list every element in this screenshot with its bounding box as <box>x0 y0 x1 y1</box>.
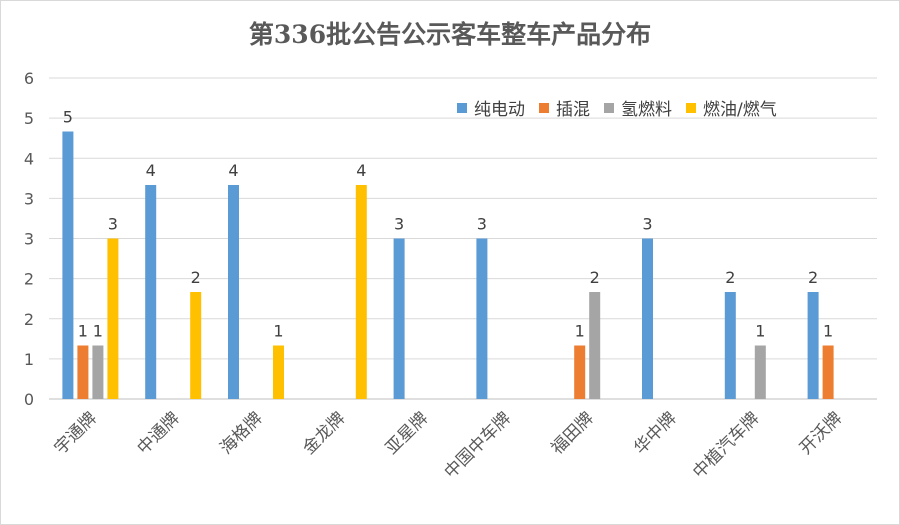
y-tick-label: 5 <box>24 109 34 128</box>
data-label: 2 <box>808 268 818 287</box>
bar <box>476 238 488 399</box>
bar <box>574 345 586 399</box>
legend-swatch <box>604 102 614 113</box>
bar <box>754 345 766 399</box>
y-tick-label: 3 <box>24 189 34 208</box>
x-tick-label: 华中牌 <box>630 408 680 458</box>
x-tick-label: 宇通牌 <box>51 408 101 458</box>
bar <box>145 185 157 399</box>
y-tick-label: 4 <box>24 149 34 168</box>
data-label: 3 <box>108 215 118 234</box>
legend-swatch <box>457 102 467 113</box>
bar <box>92 345 104 399</box>
data-label: 3 <box>394 215 404 234</box>
y-tick-label: 2 <box>24 310 34 329</box>
data-label: 4 <box>146 161 156 180</box>
bar <box>190 292 202 399</box>
legend-item: 纯电动 <box>457 95 525 120</box>
bar <box>589 292 601 399</box>
bar <box>107 238 119 399</box>
y-tick-label: 0 <box>24 390 34 409</box>
chart-title: 第336批公告公示客车整车产品分布 <box>248 20 652 49</box>
legend-swatch <box>539 102 549 113</box>
y-tick-label: 1 <box>24 350 34 369</box>
data-label: 3 <box>642 215 652 234</box>
x-tick-label: 金龙牌 <box>299 408 349 458</box>
y-tick-label: 3 <box>24 230 34 249</box>
bar <box>273 345 284 399</box>
x-tick-label: 中通牌 <box>134 408 184 458</box>
data-label: 4 <box>228 161 238 180</box>
x-tick-label: 开沃牌 <box>796 408 846 458</box>
data-label: 4 <box>356 161 366 180</box>
bar <box>393 238 405 399</box>
bar <box>807 292 819 399</box>
bar <box>62 131 74 399</box>
bar <box>724 292 736 399</box>
x-tick-label: 中国中车牌 <box>441 408 515 482</box>
data-label: 5 <box>63 108 73 127</box>
legend-label: 纯电动 <box>474 100 525 120</box>
legend-label: 氢燃料 <box>621 100 672 120</box>
legend-item: 氢燃料 <box>604 95 672 120</box>
y-tick-label: 6 <box>24 69 34 88</box>
data-label: 1 <box>823 322 833 341</box>
data-label: 2 <box>725 268 735 287</box>
legend-label: 燃油/燃气 <box>703 100 777 120</box>
data-label: 2 <box>191 268 201 287</box>
bar <box>228 185 239 399</box>
bar <box>642 238 653 399</box>
bar <box>355 185 367 399</box>
x-tick-label: 中植汽车牌 <box>689 408 763 482</box>
data-label: 1 <box>78 322 88 341</box>
bar <box>822 345 834 399</box>
chart-legend: 纯电动 插混 氢燃料 燃油/燃气 <box>457 95 777 120</box>
legend-item: 燃油/燃气 <box>686 95 777 120</box>
legend-item: 插混 <box>539 95 590 120</box>
y-tick-label: 2 <box>24 270 34 289</box>
bar <box>77 345 89 399</box>
legend-label: 插混 <box>556 100 590 120</box>
data-label: 1 <box>755 322 765 341</box>
data-label: 1 <box>273 322 283 341</box>
x-tick-label: 海格牌 <box>216 408 266 458</box>
data-label: 1 <box>93 322 103 341</box>
x-tick-label: 亚星牌 <box>382 408 432 458</box>
x-tick-label: 福田牌 <box>548 408 598 458</box>
data-label: 2 <box>590 268 600 287</box>
data-label: 3 <box>477 215 487 234</box>
legend-swatch <box>686 102 696 113</box>
data-label: 1 <box>575 322 585 341</box>
